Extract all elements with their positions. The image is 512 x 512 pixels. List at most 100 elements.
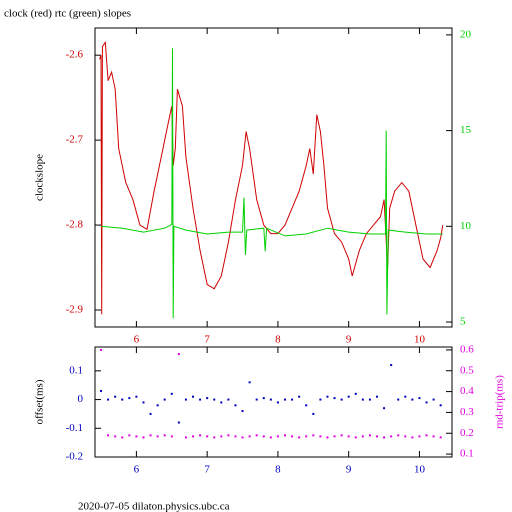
x-tick-label: 10: [414, 464, 426, 476]
point: [163, 434, 166, 437]
point: [333, 397, 336, 400]
series-line: [100, 48, 443, 319]
point: [425, 434, 428, 437]
y2-tick-label: 0.6: [460, 343, 474, 355]
point: [269, 436, 272, 439]
point: [241, 436, 244, 439]
point: [149, 412, 152, 415]
point: [192, 395, 195, 398]
y2-tick-label: 0.1: [460, 448, 474, 460]
point: [319, 398, 322, 401]
point: [326, 395, 329, 398]
point: [276, 435, 279, 438]
y2-tick-label: 0.4: [460, 385, 474, 397]
point: [241, 410, 244, 413]
point: [255, 434, 258, 437]
point: [425, 401, 428, 404]
y-tick-label: -2.7: [66, 134, 84, 146]
point: [276, 401, 279, 404]
point: [305, 435, 308, 438]
point: [418, 397, 421, 400]
point: [220, 401, 223, 404]
y-tick-label: -0.2: [66, 451, 83, 463]
point: [361, 435, 364, 438]
point: [170, 435, 173, 438]
x-tick-label: 9: [346, 334, 352, 346]
chart-title: clock (red) rtc (green) slopes: [4, 8, 131, 20]
plot-frame: [94, 346, 453, 458]
x-tick-label: 7: [204, 464, 210, 476]
point: [375, 435, 378, 438]
point: [255, 398, 258, 401]
point: [248, 435, 251, 438]
point: [439, 436, 442, 439]
point: [383, 436, 386, 439]
point: [333, 435, 336, 438]
point: [368, 398, 371, 401]
point: [184, 436, 187, 439]
point: [206, 435, 209, 438]
y2-tick-label: 5: [460, 316, 466, 328]
point: [354, 392, 357, 395]
y2-tick-label: 15: [460, 124, 472, 136]
point: [227, 398, 230, 401]
y2-tick-label: 0.2: [460, 427, 474, 439]
x-tick-label: 8: [275, 334, 281, 346]
point: [262, 435, 265, 438]
point: [114, 435, 117, 438]
point: [100, 389, 103, 392]
point: [347, 395, 350, 398]
point: [390, 435, 393, 438]
point: [347, 435, 350, 438]
point: [298, 395, 301, 398]
point: [142, 436, 145, 439]
point: [404, 435, 407, 438]
point: [298, 436, 301, 439]
x-tick-label: 10: [414, 334, 426, 346]
point: [269, 398, 272, 401]
point: [375, 395, 378, 398]
point: [404, 395, 407, 398]
point: [234, 404, 237, 407]
point: [319, 435, 322, 438]
point: [177, 421, 180, 424]
y-tick-label: -2.9: [66, 304, 84, 316]
x-tick-label: 6: [134, 464, 140, 476]
point: [340, 398, 343, 401]
point: [135, 435, 138, 438]
y2-tick-label: 10: [460, 220, 472, 232]
point: [305, 404, 308, 407]
point: [121, 436, 124, 439]
x-tick-label: 7: [204, 334, 210, 346]
point: [199, 398, 202, 401]
x-tick-label: 8: [275, 464, 281, 476]
series-line: [99, 40, 444, 315]
point: [432, 435, 435, 438]
point: [411, 398, 414, 401]
point: [439, 404, 442, 407]
point: [206, 397, 209, 400]
point: [432, 398, 435, 401]
point: [135, 395, 138, 398]
y-tick-label: 0.1: [69, 364, 83, 376]
y2-tick-label: 0.5: [460, 364, 474, 376]
point: [340, 434, 343, 437]
point: [283, 434, 286, 437]
point: [128, 434, 131, 437]
point: [312, 434, 315, 437]
y-tick-label: -0.1: [66, 422, 83, 434]
point: [361, 398, 364, 401]
point: [283, 398, 286, 401]
point: [390, 364, 393, 367]
point: [291, 398, 294, 401]
point: [213, 398, 216, 401]
y2-tick-label: 20: [460, 28, 472, 40]
point: [354, 436, 357, 439]
point: [220, 435, 223, 438]
point: [199, 434, 202, 437]
point: [163, 398, 166, 401]
footer: 2020-07-05 dilaton.physics.ubc.ca: [78, 501, 230, 512]
y-tick-label: -2.6: [66, 49, 84, 61]
